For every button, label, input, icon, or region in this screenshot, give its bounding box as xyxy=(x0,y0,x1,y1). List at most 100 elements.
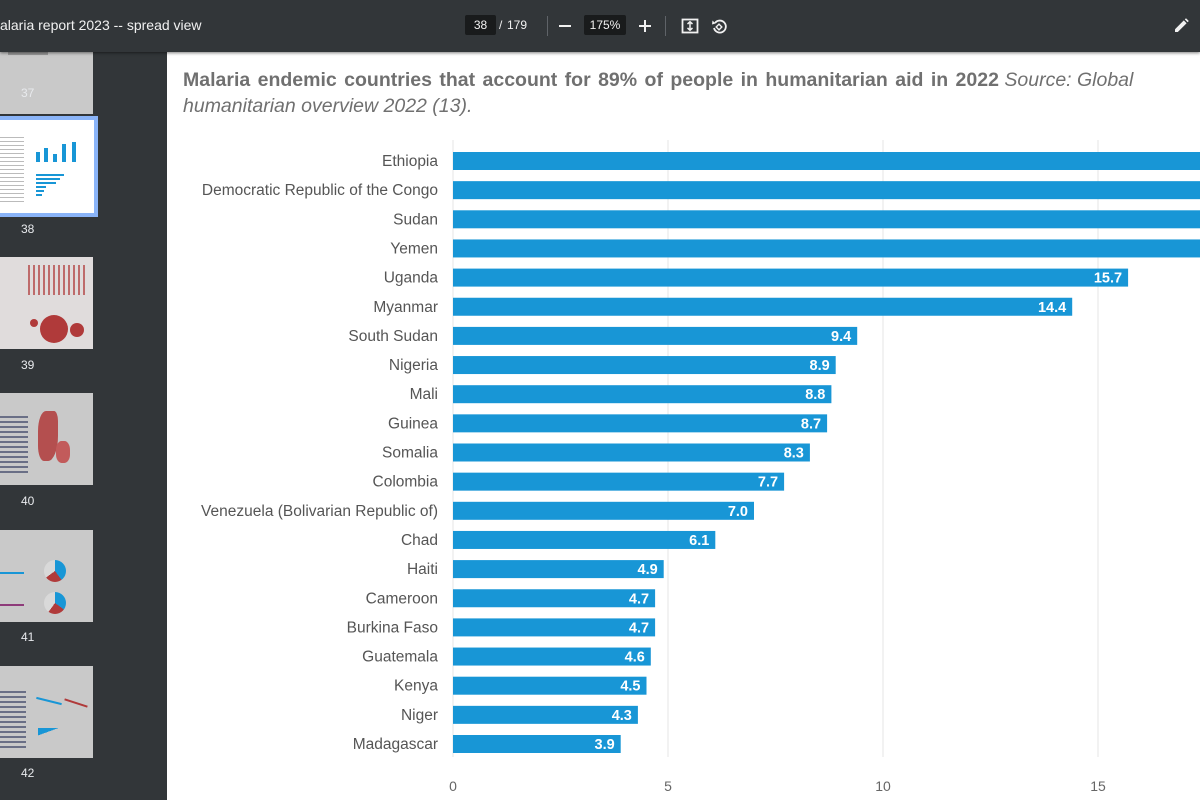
value-label: 14.4 xyxy=(1038,300,1066,316)
thumbnail-page-39[interactable] xyxy=(0,257,93,349)
rotate-icon xyxy=(712,19,727,34)
thumbnail-line xyxy=(36,696,62,706)
page-number-input[interactable]: 38 xyxy=(465,15,496,35)
bar xyxy=(453,530,716,549)
thumbnail-bar xyxy=(53,154,57,162)
x-tick-label: 15 xyxy=(1090,778,1106,794)
thumbnail-bar xyxy=(36,186,46,188)
figure-title: Malaria endemic countries that account f… xyxy=(183,69,999,91)
thumbnail-bar xyxy=(36,182,56,184)
bar xyxy=(453,501,754,520)
value-label: 7.0 xyxy=(728,504,748,520)
figure-caption: Malaria endemic countries that account f… xyxy=(183,67,1200,119)
thumbnail-circle xyxy=(40,315,68,343)
category-label: Yemen xyxy=(390,240,438,257)
category-label: Niger xyxy=(401,707,438,724)
thumbnail-circle xyxy=(70,323,84,337)
bar xyxy=(453,705,638,724)
category-label: Kenya xyxy=(394,678,438,695)
thumbnail-bar xyxy=(36,178,60,180)
category-label: Mali xyxy=(410,386,438,403)
thumbnail-page-41[interactable] xyxy=(0,530,93,622)
fit-to-page-button[interactable] xyxy=(678,14,702,38)
thumbnail-label: 40 xyxy=(21,494,35,508)
bar xyxy=(453,268,1129,287)
category-label: Uganda xyxy=(384,270,439,287)
category-label: Madagascar xyxy=(353,736,438,753)
x-tick-label: 10 xyxy=(875,778,891,794)
figure-source: Source: Global xyxy=(1004,69,1134,91)
thumbnail-bar xyxy=(72,142,76,162)
toolbar-divider xyxy=(547,16,548,36)
thumbnail-pie xyxy=(44,560,66,582)
category-label: Nigeria xyxy=(389,357,438,374)
thumbnail-map xyxy=(38,411,58,461)
toolbar: alaria report 2023 -- spread view 38 / 1… xyxy=(0,0,1200,52)
thumbnail-bar xyxy=(44,148,48,162)
bar xyxy=(453,443,810,462)
figure-caption-line-1: Malaria endemic countries that account f… xyxy=(183,67,1200,93)
zoom-input[interactable]: 175% xyxy=(584,15,626,35)
category-label: Haiti xyxy=(407,561,438,578)
figure-source-continued: humanitarian overview 2022 (13). xyxy=(183,95,473,117)
bar xyxy=(453,239,1200,258)
bar xyxy=(453,356,836,375)
thumbnail-bar xyxy=(36,152,40,162)
pen-icon xyxy=(1175,18,1189,32)
thumbnail-text-block xyxy=(0,134,24,204)
page-separator: / xyxy=(499,18,503,32)
thumbnail-bar xyxy=(36,190,44,192)
value-label: 15.7 xyxy=(1094,271,1122,287)
zoom-in-button[interactable] xyxy=(633,14,657,38)
category-label: Somalia xyxy=(382,445,438,462)
category-label: Sudan xyxy=(393,211,438,228)
bar xyxy=(453,326,858,345)
bar xyxy=(453,297,1073,316)
bar xyxy=(453,385,832,404)
zoom-out-button[interactable] xyxy=(553,14,577,38)
thumbnail-line xyxy=(0,604,24,606)
thumbnail-page-38[interactable] xyxy=(0,116,98,217)
toolbar-divider xyxy=(665,16,666,36)
category-label: Chad xyxy=(401,532,438,549)
thumbnail-table xyxy=(0,688,26,748)
thumbnail-pie xyxy=(44,592,66,614)
thumbnail-page-42[interactable] xyxy=(0,666,93,758)
bar xyxy=(453,560,664,579)
thumbnail-text-line xyxy=(8,52,48,55)
document-viewport[interactable]: Malaria endemic countries that account f… xyxy=(167,52,1200,800)
thumbnail-page-37[interactable] xyxy=(0,52,93,114)
thumbnail-graphic xyxy=(38,728,68,742)
thumbnail-bar xyxy=(36,174,64,176)
category-label: Myanmar xyxy=(373,299,438,316)
total-pages: 179 xyxy=(507,18,528,32)
rotate-button[interactable] xyxy=(707,14,731,38)
thumbnail-line xyxy=(64,698,88,708)
thumbnail-graphic xyxy=(28,265,88,295)
bar xyxy=(453,589,656,608)
bar xyxy=(453,152,1200,170)
thumbnail-table xyxy=(0,413,28,473)
category-label: Venezuela (Bolivarian Republic of) xyxy=(201,503,438,520)
document-title: alaria report 2023 -- spread view xyxy=(0,17,202,33)
value-label: 9.4 xyxy=(831,329,851,345)
bar xyxy=(453,647,651,666)
value-label: 4.7 xyxy=(629,620,649,636)
bar xyxy=(453,618,656,637)
thumbnail-page-40[interactable] xyxy=(0,393,93,485)
value-label: 4.5 xyxy=(620,679,640,695)
plus-icon xyxy=(639,20,651,32)
thumbnail-sidebar[interactable]: 37 38 39 xyxy=(0,52,167,800)
value-label: 4.3 xyxy=(612,708,632,724)
x-tick-label: 5 xyxy=(664,778,672,794)
thumbnail-bar xyxy=(62,144,66,162)
thumbnail-bar xyxy=(36,194,42,196)
x-tick-label: 0 xyxy=(449,778,457,794)
bar xyxy=(453,472,785,491)
bar-chart: 05101520253035Ethiopia29.7Democratic Rep… xyxy=(201,140,1200,794)
value-label: 8.9 xyxy=(810,358,830,374)
bar xyxy=(453,181,1200,200)
bar xyxy=(453,414,828,433)
annotate-button[interactable] xyxy=(1169,14,1193,38)
